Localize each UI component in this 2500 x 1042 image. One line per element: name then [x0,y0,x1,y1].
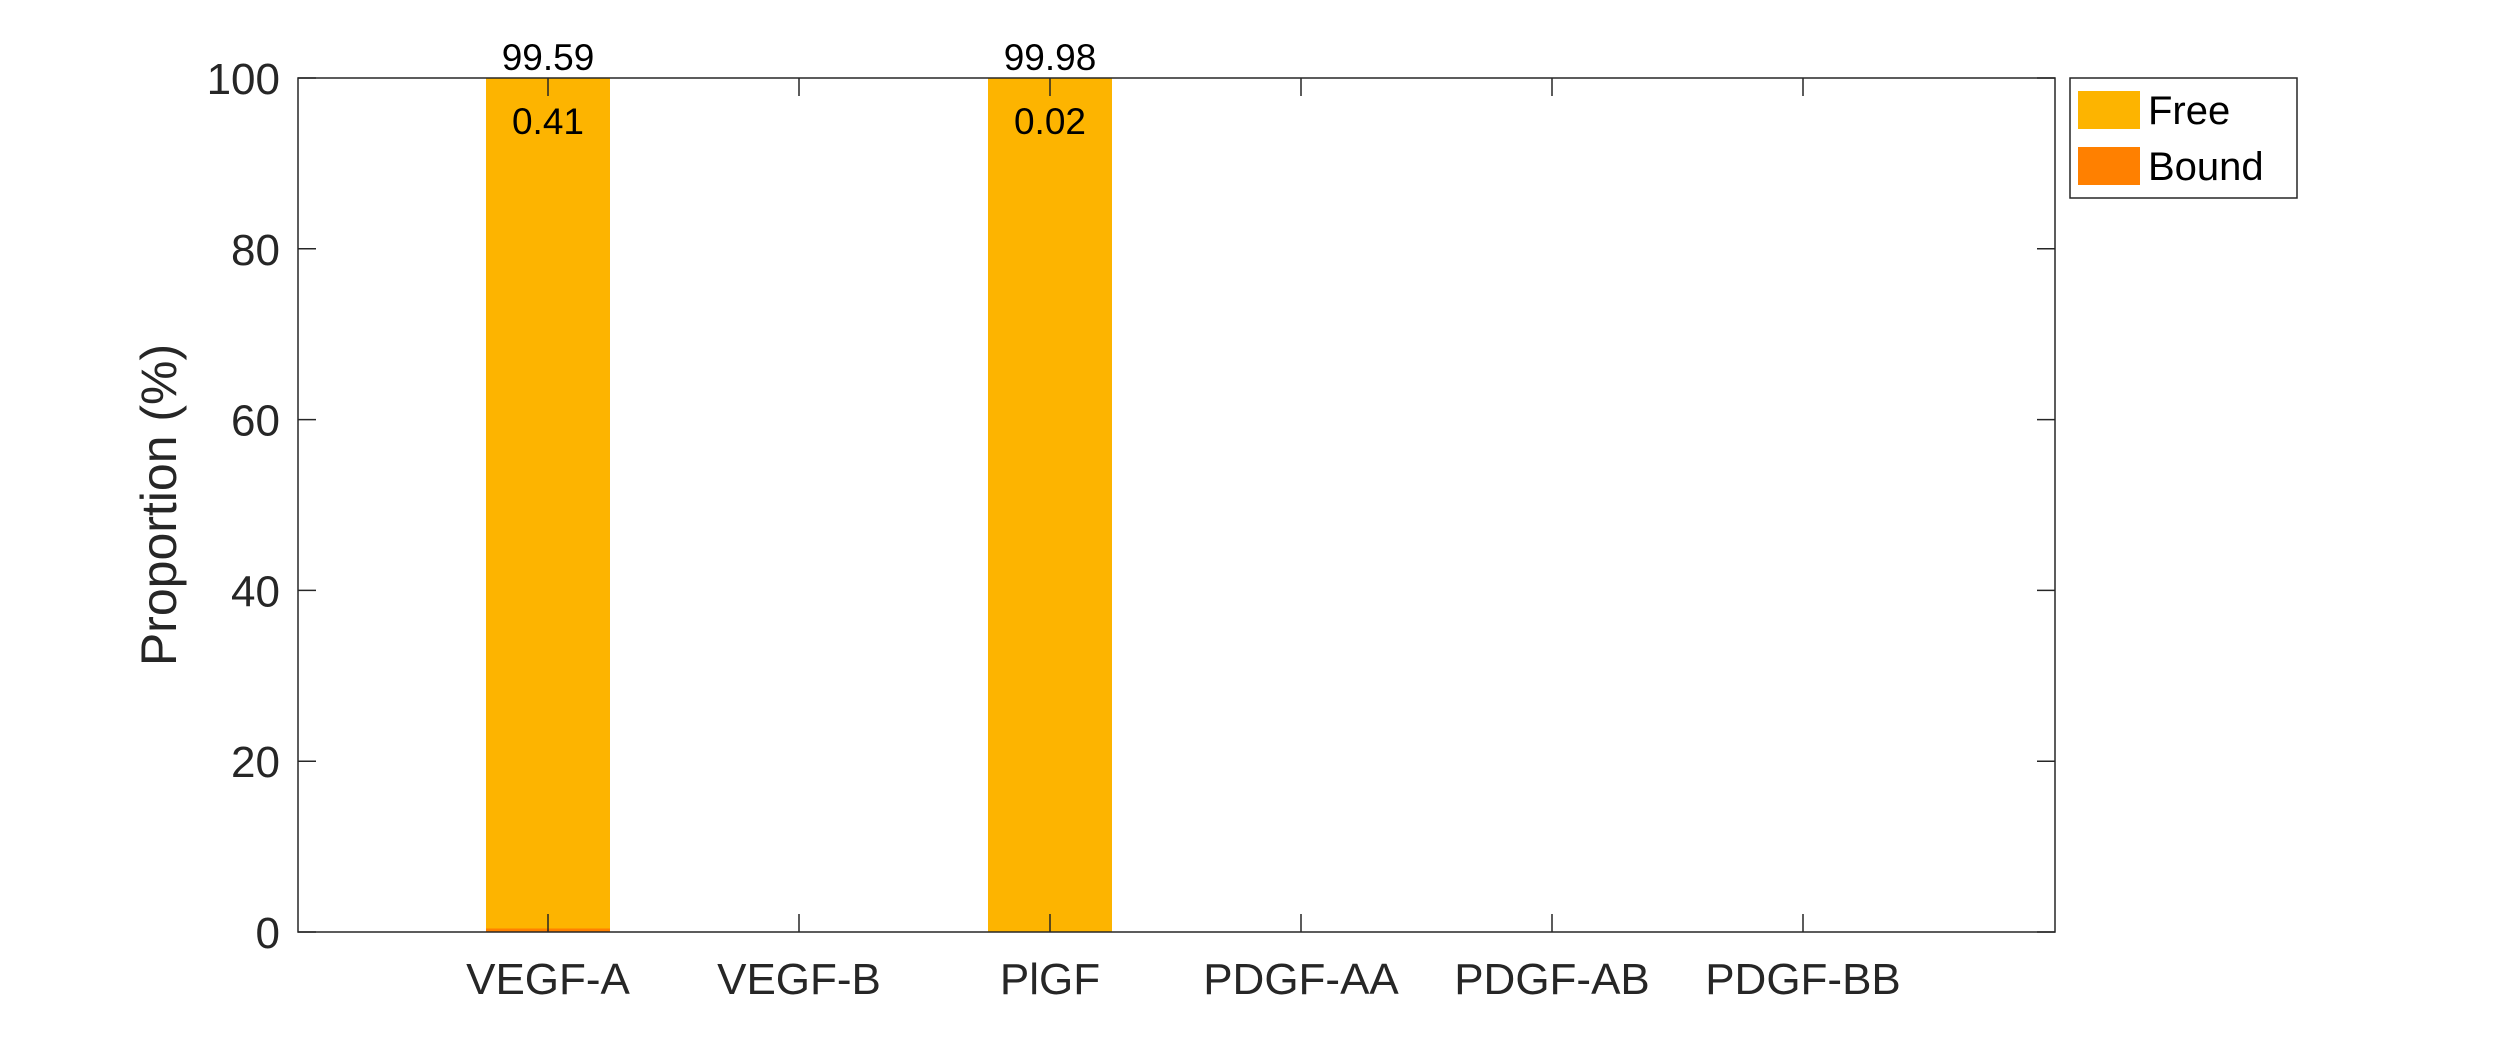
x-tick-label: VEGF-B [717,955,881,1004]
plot-frame [297,77,2056,933]
y-tick-label: 60 [231,397,280,446]
ticks-layer [298,77,2055,933]
bar-free-vegf-a [486,78,610,929]
legend-swatch-bound [2078,147,2140,185]
y-tick-label: 20 [231,738,280,787]
legend-label-bound: Bound [2148,145,2264,189]
data-label-free: 99.98 [1004,37,1097,78]
y-tick-label: 40 [231,567,280,616]
bar-free-plgf [988,78,1112,932]
x-tick-label: VEGF-A [466,955,630,1004]
y-tick-label: 80 [231,226,280,275]
x-tick-label: PlGF [1000,955,1100,1004]
data-label-free: 99.59 [502,37,595,78]
x-tick-label: PDGF-AB [1454,955,1650,1004]
y-axis-label: Proportion (%) [131,344,187,666]
legend-label-free: Free [2148,89,2230,133]
data-label-bound: 0.41 [512,101,584,142]
y-tick-label: 0 [256,909,280,958]
bars-layer [486,78,1112,932]
labels-layer: VEGF-A 99.59 0.41 VEGF-B PlGF 99.98 0.02 PDGF-A… [207,37,1901,1004]
legend-swatch-free [2078,91,2140,129]
y-tick-label: 100 [207,55,280,104]
x-tick-label: PDGF-AA [1203,955,1399,1004]
legend: Free Bound [2069,77,2298,199]
data-label-bound: 0.02 [1014,101,1086,142]
x-tick-label: PDGF-BB [1705,955,1901,1004]
